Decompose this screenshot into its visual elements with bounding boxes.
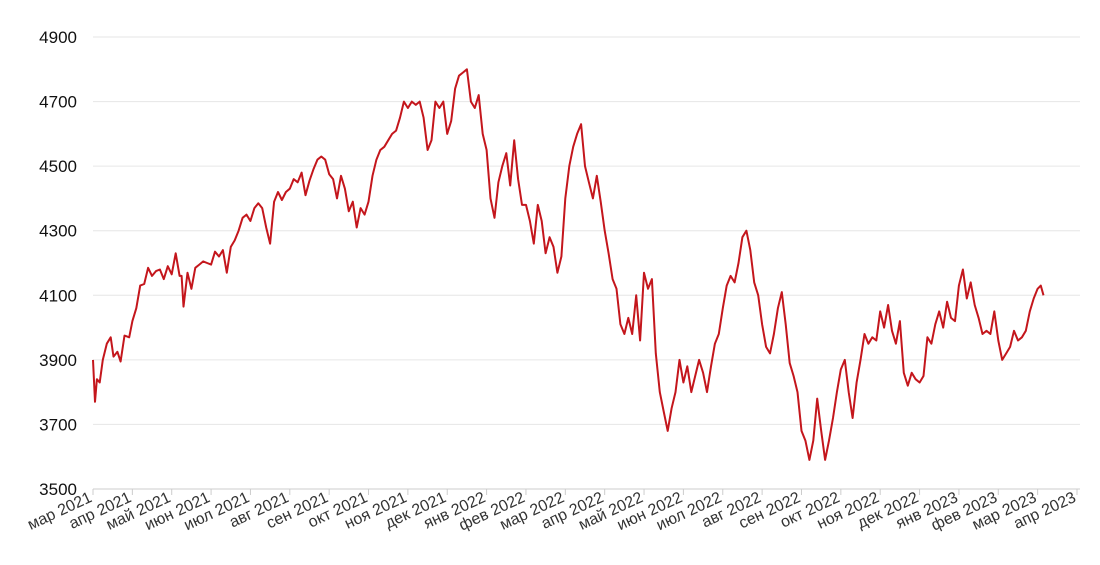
grid-lines: [93, 36, 1080, 425]
y-tick-label: 4100: [39, 286, 77, 305]
y-tick-label: 3700: [39, 415, 77, 434]
y-tick-label: 3900: [39, 351, 77, 370]
y-tick-label: 4900: [39, 28, 77, 47]
y-tick-label: 4300: [39, 222, 77, 241]
y-axis-ticks: 3500 3700 3900 4100 4300 4500 4700 4900: [39, 28, 77, 499]
y-tick-label: 4700: [39, 93, 77, 112]
series-line: [92, 68, 1045, 461]
y-tick-label: 4500: [39, 157, 77, 176]
y-tick-label: 3500: [39, 480, 77, 499]
